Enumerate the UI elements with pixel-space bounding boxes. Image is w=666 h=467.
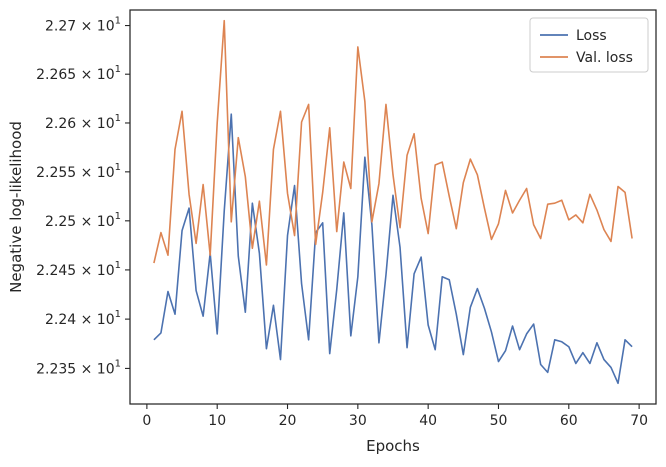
y-tick-label: 2.24 × 101	[45, 309, 121, 328]
y-tick-label: 2.25 × 101	[45, 211, 121, 230]
y-tick-label: 2.27 × 101	[45, 16, 121, 35]
x-tick-label: 50	[490, 413, 508, 429]
x-tick-label: 40	[419, 413, 437, 429]
legend: Loss Val. loss	[529, 17, 649, 73]
series-line-val-loss	[153, 19, 633, 266]
y-tick-label: 2.235 × 101	[36, 358, 121, 377]
legend-label: Val. loss	[576, 50, 633, 66]
x-axis-ticks: 0 10 20 30 40 50 60 70	[142, 404, 648, 429]
y-tick-label: 2.245 × 101	[36, 260, 121, 279]
y-tick-label: 2.26 × 101	[45, 113, 121, 132]
x-tick-label: 60	[560, 413, 578, 429]
y-axis-ticks: 2.235 × 101 2.24 × 101 2.245 × 101 2.25 × 1…	[36, 16, 130, 377]
x-tick-label: 30	[349, 413, 367, 429]
x-tick-label: 70	[630, 413, 648, 429]
x-tick-label: 0	[142, 413, 151, 429]
y-axis-label: Negative log-likelihood	[7, 121, 25, 293]
x-tick-label: 20	[279, 413, 297, 429]
y-tick-label: 2.265 × 101	[36, 64, 121, 83]
x-axis-label: Epochs	[366, 437, 420, 455]
legend-box	[529, 17, 649, 73]
x-tick-label: 10	[208, 413, 226, 429]
series-layer	[153, 19, 633, 385]
axes-frame	[129, 9, 657, 405]
series-line-loss	[153, 113, 633, 385]
legend-label: Loss	[576, 28, 607, 44]
y-tick-label: 2.255 × 101	[36, 162, 121, 181]
